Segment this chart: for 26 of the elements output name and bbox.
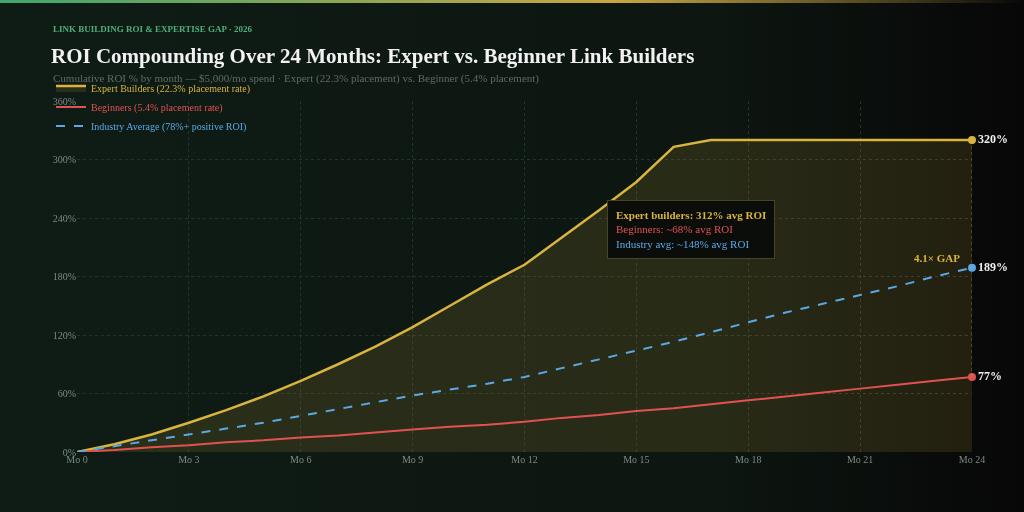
x-tick-label: Mo 15 xyxy=(623,454,650,465)
y-tick-label: 300% xyxy=(52,154,76,165)
legend-label: Industry Average (78%+ positive ROI) xyxy=(91,120,247,133)
data-label: 320% xyxy=(978,132,1008,146)
annotation: Beginners: ~68% avg ROI xyxy=(616,223,734,236)
legend-label: Beginners (5.4% placement rate) xyxy=(91,101,223,114)
chart-subtitle: Cumulative ROI % by month — $5,000/mo spend · Expert (22.3% placement) vs. Beginner (5.4% placement) xyxy=(53,72,540,85)
x-tick-label: Mo 9 xyxy=(401,454,424,465)
data-label: 77% xyxy=(978,368,1002,383)
annotation: Industry avg: ~148% avg ROI xyxy=(616,237,750,250)
y-tick-label: 360% xyxy=(52,95,76,107)
x-tick-label: Mo 3 xyxy=(178,454,200,465)
x-tick-label: Mo 21 xyxy=(846,454,874,465)
text: LINK BUILDING ROI & EXPERTISE GAP · 2026 xyxy=(53,24,253,34)
x-tick-label: Mo 12 xyxy=(511,454,538,465)
data-label: 189% xyxy=(978,259,1008,274)
y-tick-label: 60% xyxy=(57,388,76,399)
x-tick-label: Mo 18 xyxy=(735,454,762,465)
y-tick-label: 180% xyxy=(52,271,76,282)
chart-title: ROI Compounding Over 24 Months: Expert vs. Beginner Link Builders xyxy=(51,44,695,69)
x-tick-label: Mo 24 xyxy=(958,454,986,465)
y-tick-label: 240% xyxy=(52,212,76,224)
y-tick-label: 120% xyxy=(52,329,76,341)
annotation: 4.1× GAP xyxy=(914,252,961,264)
x-tick-label: Mo 6 xyxy=(290,454,312,465)
annotation: Expert builders: 312% avg ROI xyxy=(616,209,767,221)
